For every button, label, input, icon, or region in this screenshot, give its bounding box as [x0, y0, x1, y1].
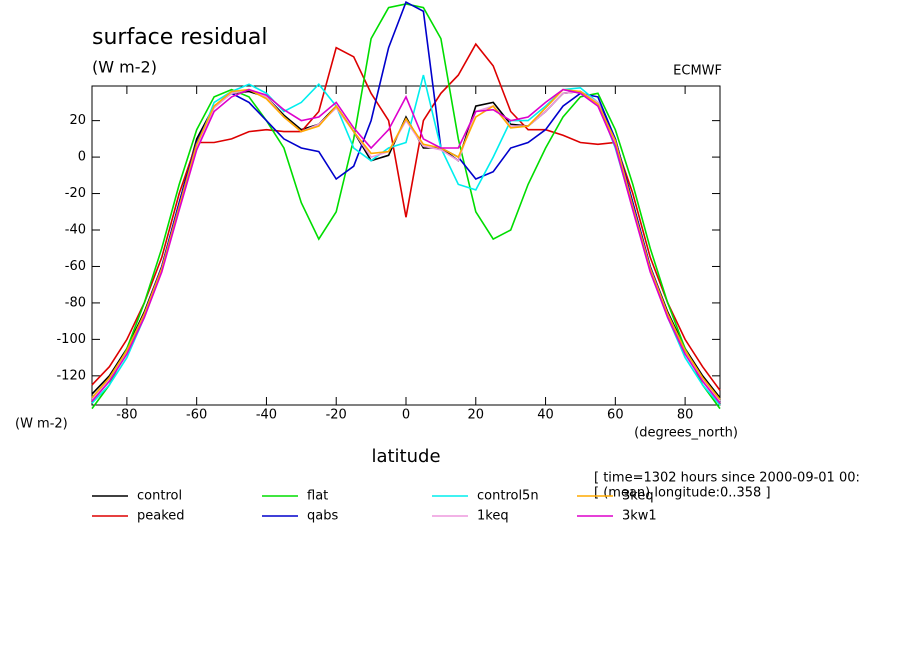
legend-label: 3keq [622, 489, 654, 504]
legend-label: 1keq [477, 509, 509, 524]
legend-label: peaked [137, 509, 185, 524]
y-tick-label: -40 [65, 223, 86, 238]
legend-label: flat [307, 489, 328, 504]
x-tick-label: 20 [468, 408, 485, 423]
y-tick-label: -60 [65, 259, 86, 274]
legend-label: qabs [307, 509, 338, 524]
x-tick-label: 0 [402, 408, 410, 423]
y-tick-label: -120 [56, 368, 86, 383]
y-tick-label: -100 [56, 332, 86, 347]
note: [ (mean) longitude:0..358 ] [594, 486, 771, 501]
y-tick-label: -20 [65, 186, 86, 201]
legend-label: control5n [477, 489, 539, 504]
series-line [91, 88, 721, 400]
x-tick-label: 40 [537, 408, 554, 423]
x-tick-label: -20 [326, 408, 347, 423]
series-line [91, 88, 721, 404]
note: [ time=1302 hours since 2000-09-01 00: [594, 471, 860, 486]
x-tick-label: 80 [677, 408, 694, 423]
chart-title: surface residual [92, 25, 267, 50]
y-axis-label: (W m-2) [15, 417, 68, 432]
source: ECMWF [673, 64, 722, 79]
y-tick-label: -80 [65, 295, 86, 310]
series-line [91, 90, 721, 399]
y-tick-label: 0 [78, 150, 86, 165]
legend-label: 3kw1 [622, 509, 657, 524]
y-tick-label: 20 [69, 113, 86, 128]
series-line [91, 0, 721, 402]
x-axis-label: latitude [371, 446, 440, 467]
x-tick-label: 60 [607, 408, 624, 423]
x-tick-label: -40 [256, 408, 277, 423]
chart-subtitle: (W m-2) [92, 58, 157, 77]
series-line [91, 88, 721, 402]
x-units: (degrees_north) [634, 426, 738, 441]
x-tick-label: -60 [186, 408, 207, 423]
plot-frame [91, 85, 721, 406]
series-line [91, 74, 721, 406]
series-line [91, 3, 721, 410]
legend-label: control [137, 489, 182, 504]
x-tick-label: -80 [116, 408, 137, 423]
